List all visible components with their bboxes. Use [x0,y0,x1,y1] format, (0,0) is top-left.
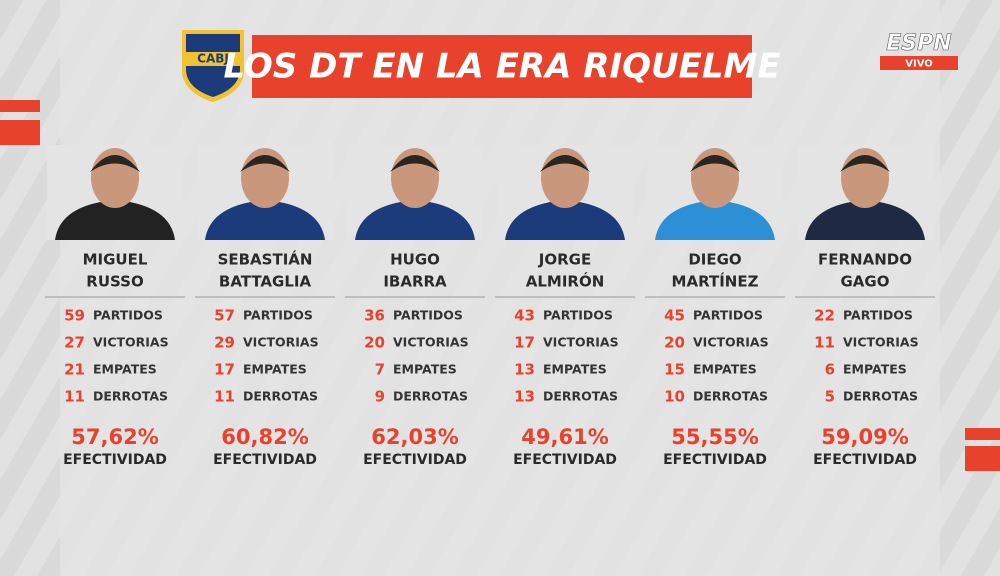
coach-name: FERNANDO [818,251,912,269]
logo-band [186,52,240,66]
stat-label: DERROTAS [93,389,168,404]
photo-body [805,200,925,240]
stat-label: PARTIDOS [693,308,763,323]
stat-label: EMPATES [393,362,457,377]
stat-value: 27 [64,334,85,352]
stat-value: 13 [514,361,535,379]
coach-name: HUGO [390,251,440,269]
stat-value: 11 [64,388,85,406]
live-label: VIVO [905,59,933,70]
stat-value: 7 [375,361,385,379]
coach-name: RUSSO [86,273,143,291]
stat-value: 9 [375,388,385,406]
stat-label: DERROTAS [543,389,618,404]
coach-name: MARTÍNEZ [672,272,759,291]
stat-label: PARTIDOS [393,308,463,323]
stat-label: DERROTAS [243,389,318,404]
stat-label: EMPATES [243,362,307,377]
coach-name: GAGO [841,273,890,291]
photo-hair [840,155,890,172]
stat-value: 29 [214,334,235,352]
stat-value: 17 [214,361,235,379]
stat-value: 5 [825,388,835,406]
coach-name: SEBASTIÁN [218,250,313,269]
stat-value: 10 [664,388,685,406]
stat-value: 59 [64,307,85,325]
stat-value: 11 [814,334,835,352]
coach-name: IBARRA [383,273,447,291]
logo-text: CABJ [197,52,229,66]
stat-label: DERROTAS [393,389,468,404]
stat-label: DERROTAS [693,389,768,404]
stat-label: PARTIDOS [243,308,313,323]
stat-label: EMPATES [693,362,757,377]
stat-value: 20 [664,334,685,352]
stat-label: PARTIDOS [843,308,913,323]
stat-label: DERROTAS [843,389,918,404]
photo-hair [540,155,590,172]
accent [0,100,40,112]
title: LOS DT EN LA ERA RIQUELME [223,47,780,87]
efectividad-label: EFECTIVIDAD [63,452,167,468]
photo-hair [690,155,740,172]
stat-label: VICTORIAS [393,335,469,350]
efectividad-value: 59,09% [821,425,908,449]
efectividad-value: 55,55% [671,425,758,449]
stat-value: 43 [514,307,535,325]
stat-label: PARTIDOS [93,308,163,323]
photo-hair [90,155,140,172]
stat-value: 17 [514,334,535,352]
stat-label: EMPATES [93,362,157,377]
stat-value: 6 [825,361,835,379]
stat-value: 15 [664,361,685,379]
accent [965,428,1000,440]
coach-name: BATTAGLIA [219,273,312,291]
stat-label: VICTORIAS [693,335,769,350]
stat-value: 11 [214,388,235,406]
coach-name: JORGE [538,251,591,269]
network-logo: ESPN [886,31,951,56]
stat-value: 21 [64,361,85,379]
live-box [880,56,958,70]
stat-label: VICTORIAS [543,335,619,350]
photo-body [505,200,625,240]
photo-hair [390,155,440,172]
coach-name: MIGUEL [83,251,148,269]
efectividad-label: EFECTIVIDAD [813,452,917,468]
efectividad-label: EFECTIVIDAD [663,452,767,468]
stat-value: 13 [514,388,535,406]
efectividad-label: EFECTIVIDAD [513,452,617,468]
stat-label: VICTORIAS [843,335,919,350]
stat-label: VICTORIAS [243,335,319,350]
stat-value: 45 [664,307,685,325]
efectividad-label: EFECTIVIDAD [363,452,467,468]
stat-label: EMPATES [843,362,907,377]
stat-label: PARTIDOS [543,308,613,323]
coach-name: DIEGO [688,251,741,269]
photo-hair [240,155,290,172]
efectividad-value: 62,03% [371,425,458,449]
title-box [252,35,752,98]
stat-value: 22 [814,307,835,325]
photo-body [55,200,175,240]
efectividad-label: EFECTIVIDAD [213,452,317,468]
accent [0,120,40,145]
efectividad-value: 57,62% [71,425,158,449]
stat-value: 57 [214,307,235,325]
photo-body [355,200,475,240]
efectividad-value: 49,61% [521,425,608,449]
efectividad-value: 60,82% [221,425,308,449]
photo-body [205,200,325,240]
stat-value: 36 [364,307,385,325]
coach-name: ALMIRÓN [526,272,605,291]
stat-value: 20 [364,334,385,352]
stat-label: EMPATES [543,362,607,377]
photo-body [655,200,775,240]
stat-label: VICTORIAS [93,335,169,350]
accent [965,446,1000,471]
